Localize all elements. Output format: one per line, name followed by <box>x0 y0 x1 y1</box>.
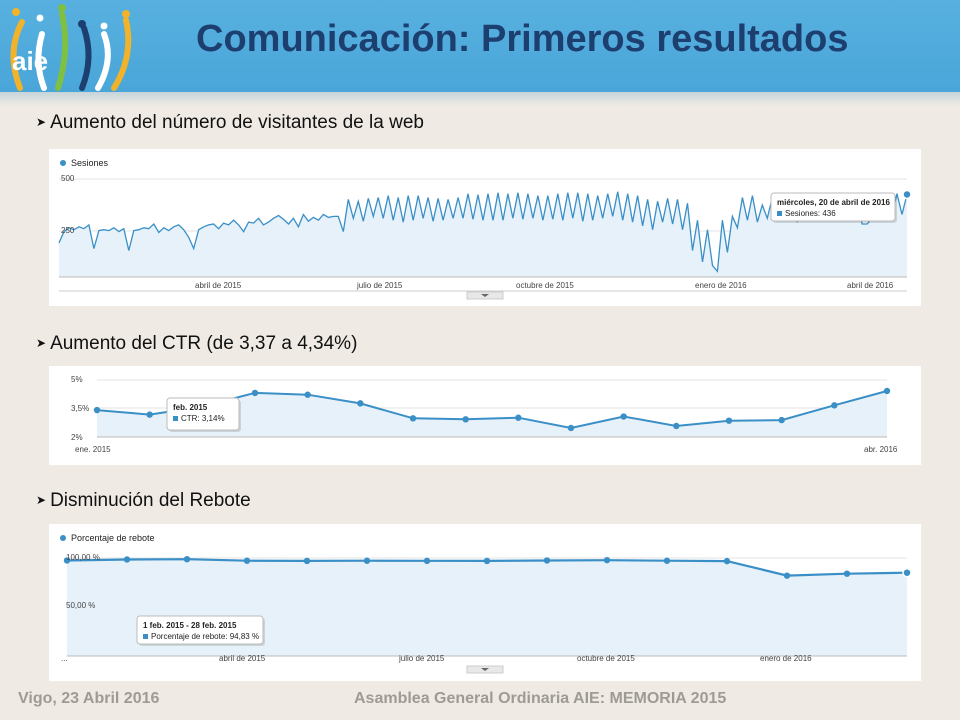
aie-logo: aie <box>10 4 132 91</box>
header-shadow <box>0 92 960 106</box>
data-point <box>423 557 431 565</box>
series-area <box>59 191 907 277</box>
bullet-bounce: ➤ Disminución del Rebote <box>36 490 251 512</box>
data-point <box>902 189 912 200</box>
x-tick-label: ene. 2015 <box>75 445 111 454</box>
x-tick-label: abril de 2015 <box>219 654 266 663</box>
logo-text: aie <box>12 46 48 76</box>
tooltip-swatch <box>143 634 148 639</box>
data-point <box>303 557 311 565</box>
y-tick-label: 5% <box>71 375 83 384</box>
data-point <box>363 557 371 564</box>
x-tick-label: enero de 2016 <box>695 281 747 290</box>
data-point <box>883 387 891 395</box>
tooltip-title: miércoles, 20 de abril de 2016 <box>777 198 891 207</box>
legend-label: Porcentaje de rebote <box>71 533 155 543</box>
tooltip-swatch <box>173 416 178 421</box>
data-point <box>723 557 731 565</box>
x-tick-label: abr. 2016 <box>864 445 898 454</box>
tooltip-box <box>166 397 240 431</box>
data-point <box>251 389 259 397</box>
data-point <box>831 402 838 409</box>
y-tick-label: 2% <box>71 433 83 442</box>
chevron-down-icon <box>481 668 489 671</box>
x-tick-label: abril de 2016 <box>847 281 894 290</box>
sessions-chart: Sesiones 500 250 abril de 2015 julio de 2015… <box>58 158 912 300</box>
legend-dot <box>60 160 66 166</box>
data-point <box>123 556 131 563</box>
data-point <box>462 416 469 423</box>
data-point <box>483 557 491 565</box>
x-tick-label: octubre de 2015 <box>577 654 635 663</box>
y-tick-label: 250 <box>61 226 75 235</box>
arrow-icon: ➤ <box>36 115 47 129</box>
x-tick-label: enero de 2016 <box>760 654 812 663</box>
arrow-icon: ➤ <box>36 336 47 350</box>
data-point <box>843 570 851 577</box>
tooltip-title: feb. 2015 <box>173 403 208 412</box>
tooltip-box <box>136 615 264 645</box>
x-tick-label: octubre de 2015 <box>516 281 574 290</box>
y-tick-label: 50,00 % <box>66 601 95 610</box>
bullet-text: Aumento del número de visitantes de la w… <box>50 112 424 133</box>
x-tick-label: abril de 2015 <box>195 281 242 290</box>
data-point <box>183 555 191 563</box>
header-bar <box>0 0 960 92</box>
data-point <box>567 424 575 432</box>
ctr-chart-panel: 5% 3,5% 2% ene. 2015 abr. 2016 feb. 2015 CTR: … <box>49 366 921 465</box>
chevron-down-icon <box>481 294 489 297</box>
footer-date: Vigo, 23 Abril 2016 <box>18 690 160 707</box>
data-point <box>515 414 522 421</box>
data-point <box>146 411 153 418</box>
tooltip-value: Sesiones: 436 <box>785 209 836 218</box>
sessions-chart-panel: Sesiones 500 250 abril de 2015 julio de 2015… <box>49 149 921 306</box>
series-area <box>67 559 907 656</box>
tooltip-title: 1 feb. 2015 - 28 feb. 2015 <box>143 621 237 630</box>
y-tick-label: 100,00 % <box>66 553 100 562</box>
x-tick-label: julio de 2015 <box>356 281 403 290</box>
bullet-ctr: ➤ Aumento del CTR (de 3,37 a 4,34%) <box>36 333 357 355</box>
legend-label: Sesiones <box>71 158 109 168</box>
data-point <box>663 557 671 564</box>
data-point <box>304 391 311 398</box>
data-point <box>357 400 364 407</box>
bounce-chart-panel: Porcentaje de rebote 100,00 % 50,00 %... ab… <box>49 524 921 681</box>
tooltip-swatch <box>777 211 782 216</box>
x-tick-label: ... <box>61 654 68 663</box>
data-point <box>783 572 791 579</box>
data-point <box>725 417 733 424</box>
data-point <box>543 557 551 564</box>
footer-event: Asamblea General Ordinaria AIE: MEMORIA … <box>354 690 727 707</box>
bullet-visitors: ➤ Aumento del número de visitantes de la … <box>36 112 424 134</box>
data-point <box>620 413 627 420</box>
legend-dot <box>60 535 66 541</box>
data-point <box>902 567 912 578</box>
arrow-icon: ➤ <box>36 493 47 507</box>
tooltip-value: Porcentaje de rebote: 94,83 % <box>151 632 259 641</box>
series-line <box>58 191 908 273</box>
y-tick-label: 3,5% <box>71 404 89 413</box>
data-point <box>243 557 251 564</box>
x-tick-label: julio de 2015 <box>398 654 445 663</box>
data-point <box>63 557 71 564</box>
bullet-text: Aumento del CTR (de 3,37 a 4,34%) <box>50 333 358 354</box>
data-point <box>778 416 785 424</box>
tooltip-value: CTR: 3,14% <box>181 414 225 423</box>
ctr-chart: 5% 3,5% 2% ene. 2015 abr. 2016 feb. 2015 CTR: … <box>71 375 898 454</box>
y-tick-label: 500 <box>61 174 75 183</box>
bullet-text: Disminución del Rebote <box>50 490 251 511</box>
data-point <box>673 422 680 430</box>
data-point <box>409 415 417 422</box>
tooltip-box <box>770 192 896 222</box>
slide-title: Comunicación: Primeros resultados <box>196 18 849 60</box>
bounce-chart: Porcentaje de rebote 100,00 % 50,00 %... ab… <box>60 533 912 674</box>
data-point <box>603 556 611 564</box>
data-point <box>93 406 101 414</box>
